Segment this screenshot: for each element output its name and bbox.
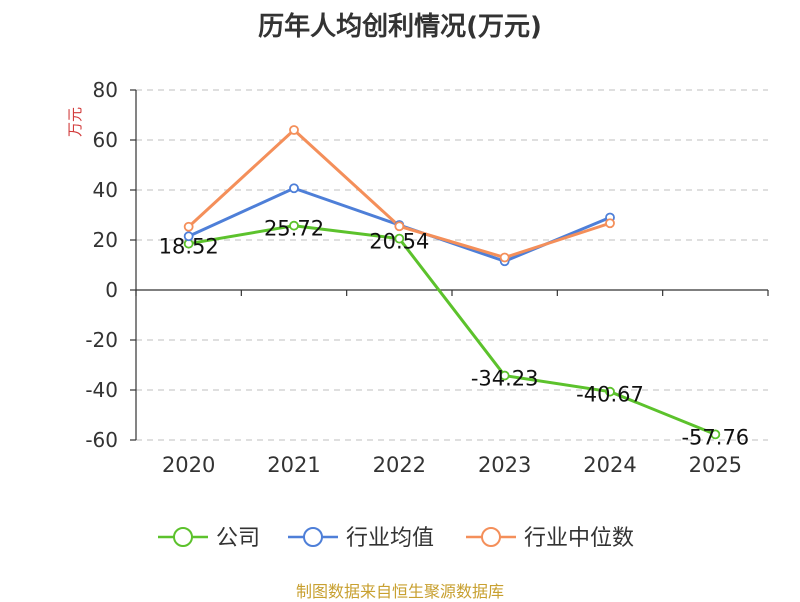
data-label: -40.67 — [576, 383, 644, 407]
series-line-0 — [188, 224, 716, 436]
legend-swatch-marker — [303, 527, 323, 547]
data-point — [605, 218, 615, 229]
data-point — [289, 220, 299, 231]
data-point — [710, 429, 721, 440]
x-tick-label: 2020 — [162, 453, 215, 477]
data-label: 25.72 — [264, 217, 324, 241]
data-point — [394, 233, 405, 244]
data-point — [183, 221, 194, 232]
legend-swatch-marker — [173, 527, 193, 547]
data-point — [499, 252, 510, 263]
data-label: 20.54 — [369, 230, 429, 254]
x-tick-label: 2024 — [583, 453, 636, 477]
y-tick-label: 0 — [105, 278, 118, 302]
data-label: 18.52 — [159, 235, 219, 259]
legend-label: 行业均值 — [346, 526, 434, 551]
x-tick-label: 2022 — [373, 453, 426, 477]
y-tick-label: 20 — [93, 228, 118, 252]
y-tick-label: 80 — [93, 78, 118, 102]
y-tick-label: -60 — [85, 428, 118, 452]
source-note: 制图数据来自恒生聚源数据库 — [295, 582, 504, 601]
data-point — [289, 183, 299, 194]
data-point — [183, 231, 194, 242]
x-tick-label: 2021 — [267, 453, 320, 477]
y-tick-label: -20 — [85, 328, 118, 352]
x-tick-label: 2023 — [478, 453, 531, 477]
data-labels: 18.52 25.72 20.54 -34.23 -40.67 -57.76 — [159, 217, 750, 450]
data-label: -57.76 — [681, 425, 749, 449]
legend-label: 公司 — [216, 526, 260, 551]
data-point — [289, 125, 299, 135]
data-point — [499, 370, 510, 381]
x-tick-label: 2025 — [689, 453, 742, 477]
y-tick-label: 40 — [93, 178, 118, 202]
legend-swatch-marker — [481, 527, 501, 547]
axis-layer: 80 60 40 20 0 -20 -40 -60 2020 2021 2022 2023 2024 20… — [66, 78, 769, 477]
data-point — [394, 221, 405, 232]
y-axis-title: 万元 — [66, 107, 84, 137]
legend-label: 行业中位数 — [524, 526, 634, 551]
y-tick-label: -40 — [85, 378, 118, 402]
data-label: -34.23 — [471, 367, 539, 391]
legend: 公司 行业均值 行业中位数 — [158, 526, 634, 551]
data-point — [605, 386, 615, 397]
chart-title: 历年人均创利情况(万元) — [258, 12, 542, 42]
grid-layer — [136, 89, 768, 441]
series-points — [183, 125, 721, 440]
y-tick-label: 60 — [93, 128, 118, 152]
